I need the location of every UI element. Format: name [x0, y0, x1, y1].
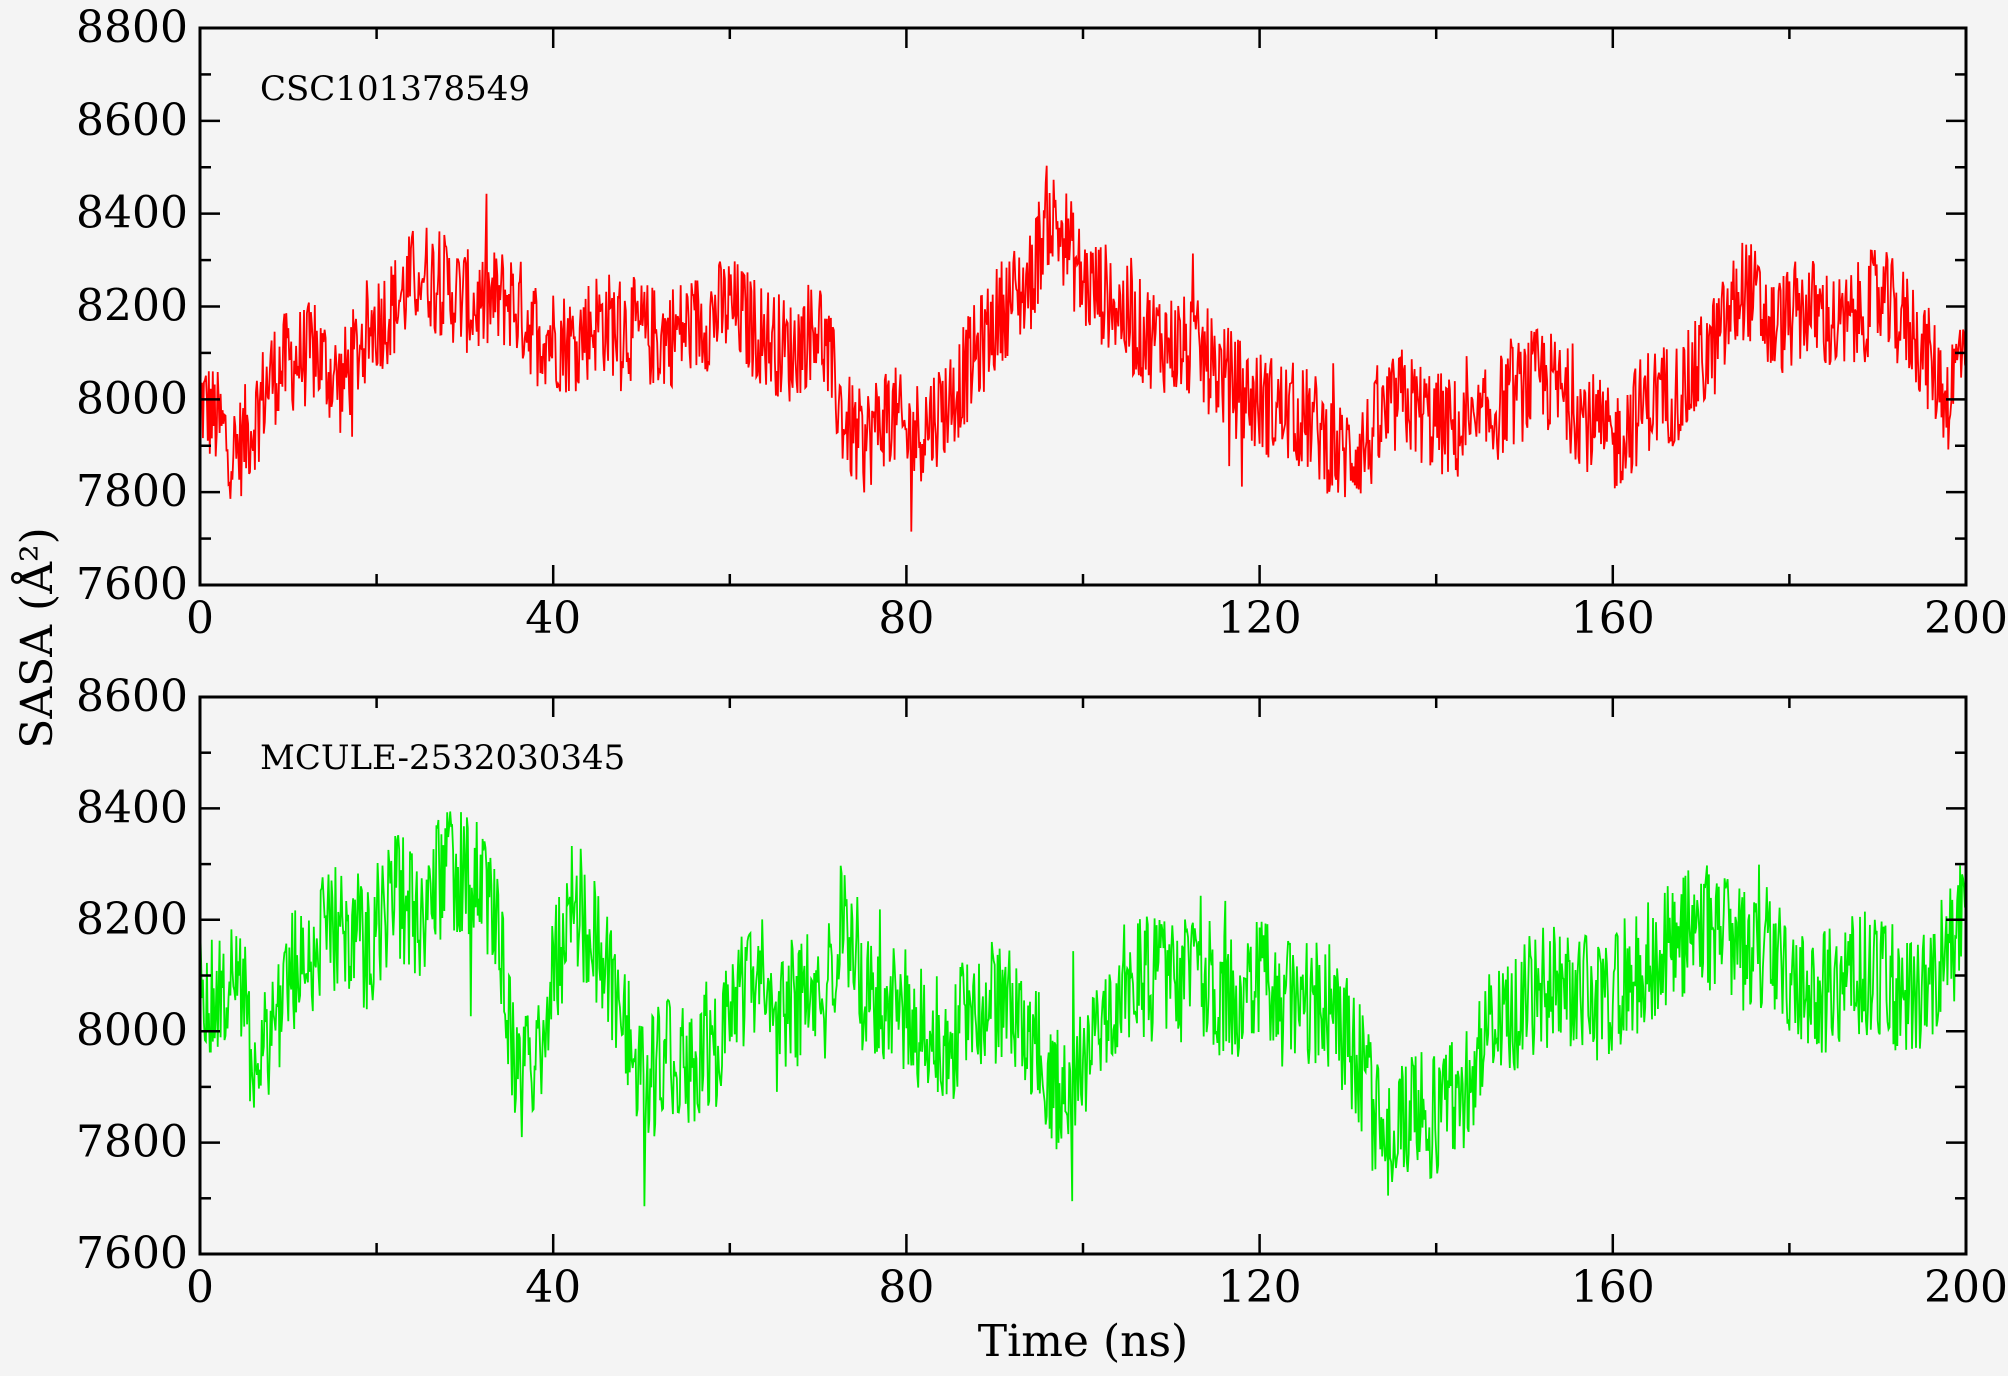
panel-bottom: 0 40 80 120 160 200 7600 7800 8000 8200 8400 8600 MC…: [76, 671, 2008, 1313]
series-annotation: MCULE-2532030345: [260, 738, 625, 778]
y-tick-label: 8600: [76, 95, 188, 146]
x-tick-label: 80: [878, 1262, 934, 1313]
x-tick-label: 200: [1924, 1262, 2008, 1313]
y-tick-label: 7600: [76, 559, 188, 610]
y-tick-label: 8400: [76, 188, 188, 239]
x-axis-title: Time (ns): [978, 1316, 1188, 1367]
x-tick-label: 160: [1571, 593, 1655, 644]
y-tick-label: 8800: [76, 2, 188, 53]
series-line-1: [199, 811, 1967, 1207]
x-tick-label: 0: [186, 1262, 214, 1313]
y-tick-label: 8000: [76, 373, 188, 424]
y-tick-label: 7800: [76, 466, 188, 517]
x-tick-label: 160: [1571, 1262, 1655, 1313]
y-tick-label: 8000: [76, 1005, 188, 1056]
x-tick-label: 200: [1924, 593, 2008, 644]
y-tick-label: 8200: [76, 894, 188, 945]
x-tick-label: 40: [525, 1262, 581, 1313]
panel-top: 0 40 80 120 160 200 7600 7800 8000 8200 8400 8600 88…: [76, 2, 2008, 644]
y-axis-title: SASA (Å²): [10, 527, 63, 749]
x-tick-label: 0: [186, 593, 214, 644]
x-tick-label: 120: [1218, 1262, 1302, 1313]
y-tick-label: 8400: [76, 782, 188, 833]
x-tick-label: 120: [1218, 593, 1302, 644]
y-tick-label: 8200: [76, 281, 188, 332]
series-line-0: [199, 165, 1967, 532]
y-tick-label: 7600: [76, 1228, 188, 1279]
x-tick-label: 80: [878, 593, 934, 644]
x-tick-label: 40: [525, 593, 581, 644]
y-axis-title-text: SASA (Å²): [10, 527, 63, 749]
y-tick-label: 8600: [76, 671, 188, 722]
y-tick-label: 7800: [76, 1117, 188, 1168]
series-annotation: CSC101378549: [260, 69, 530, 109]
